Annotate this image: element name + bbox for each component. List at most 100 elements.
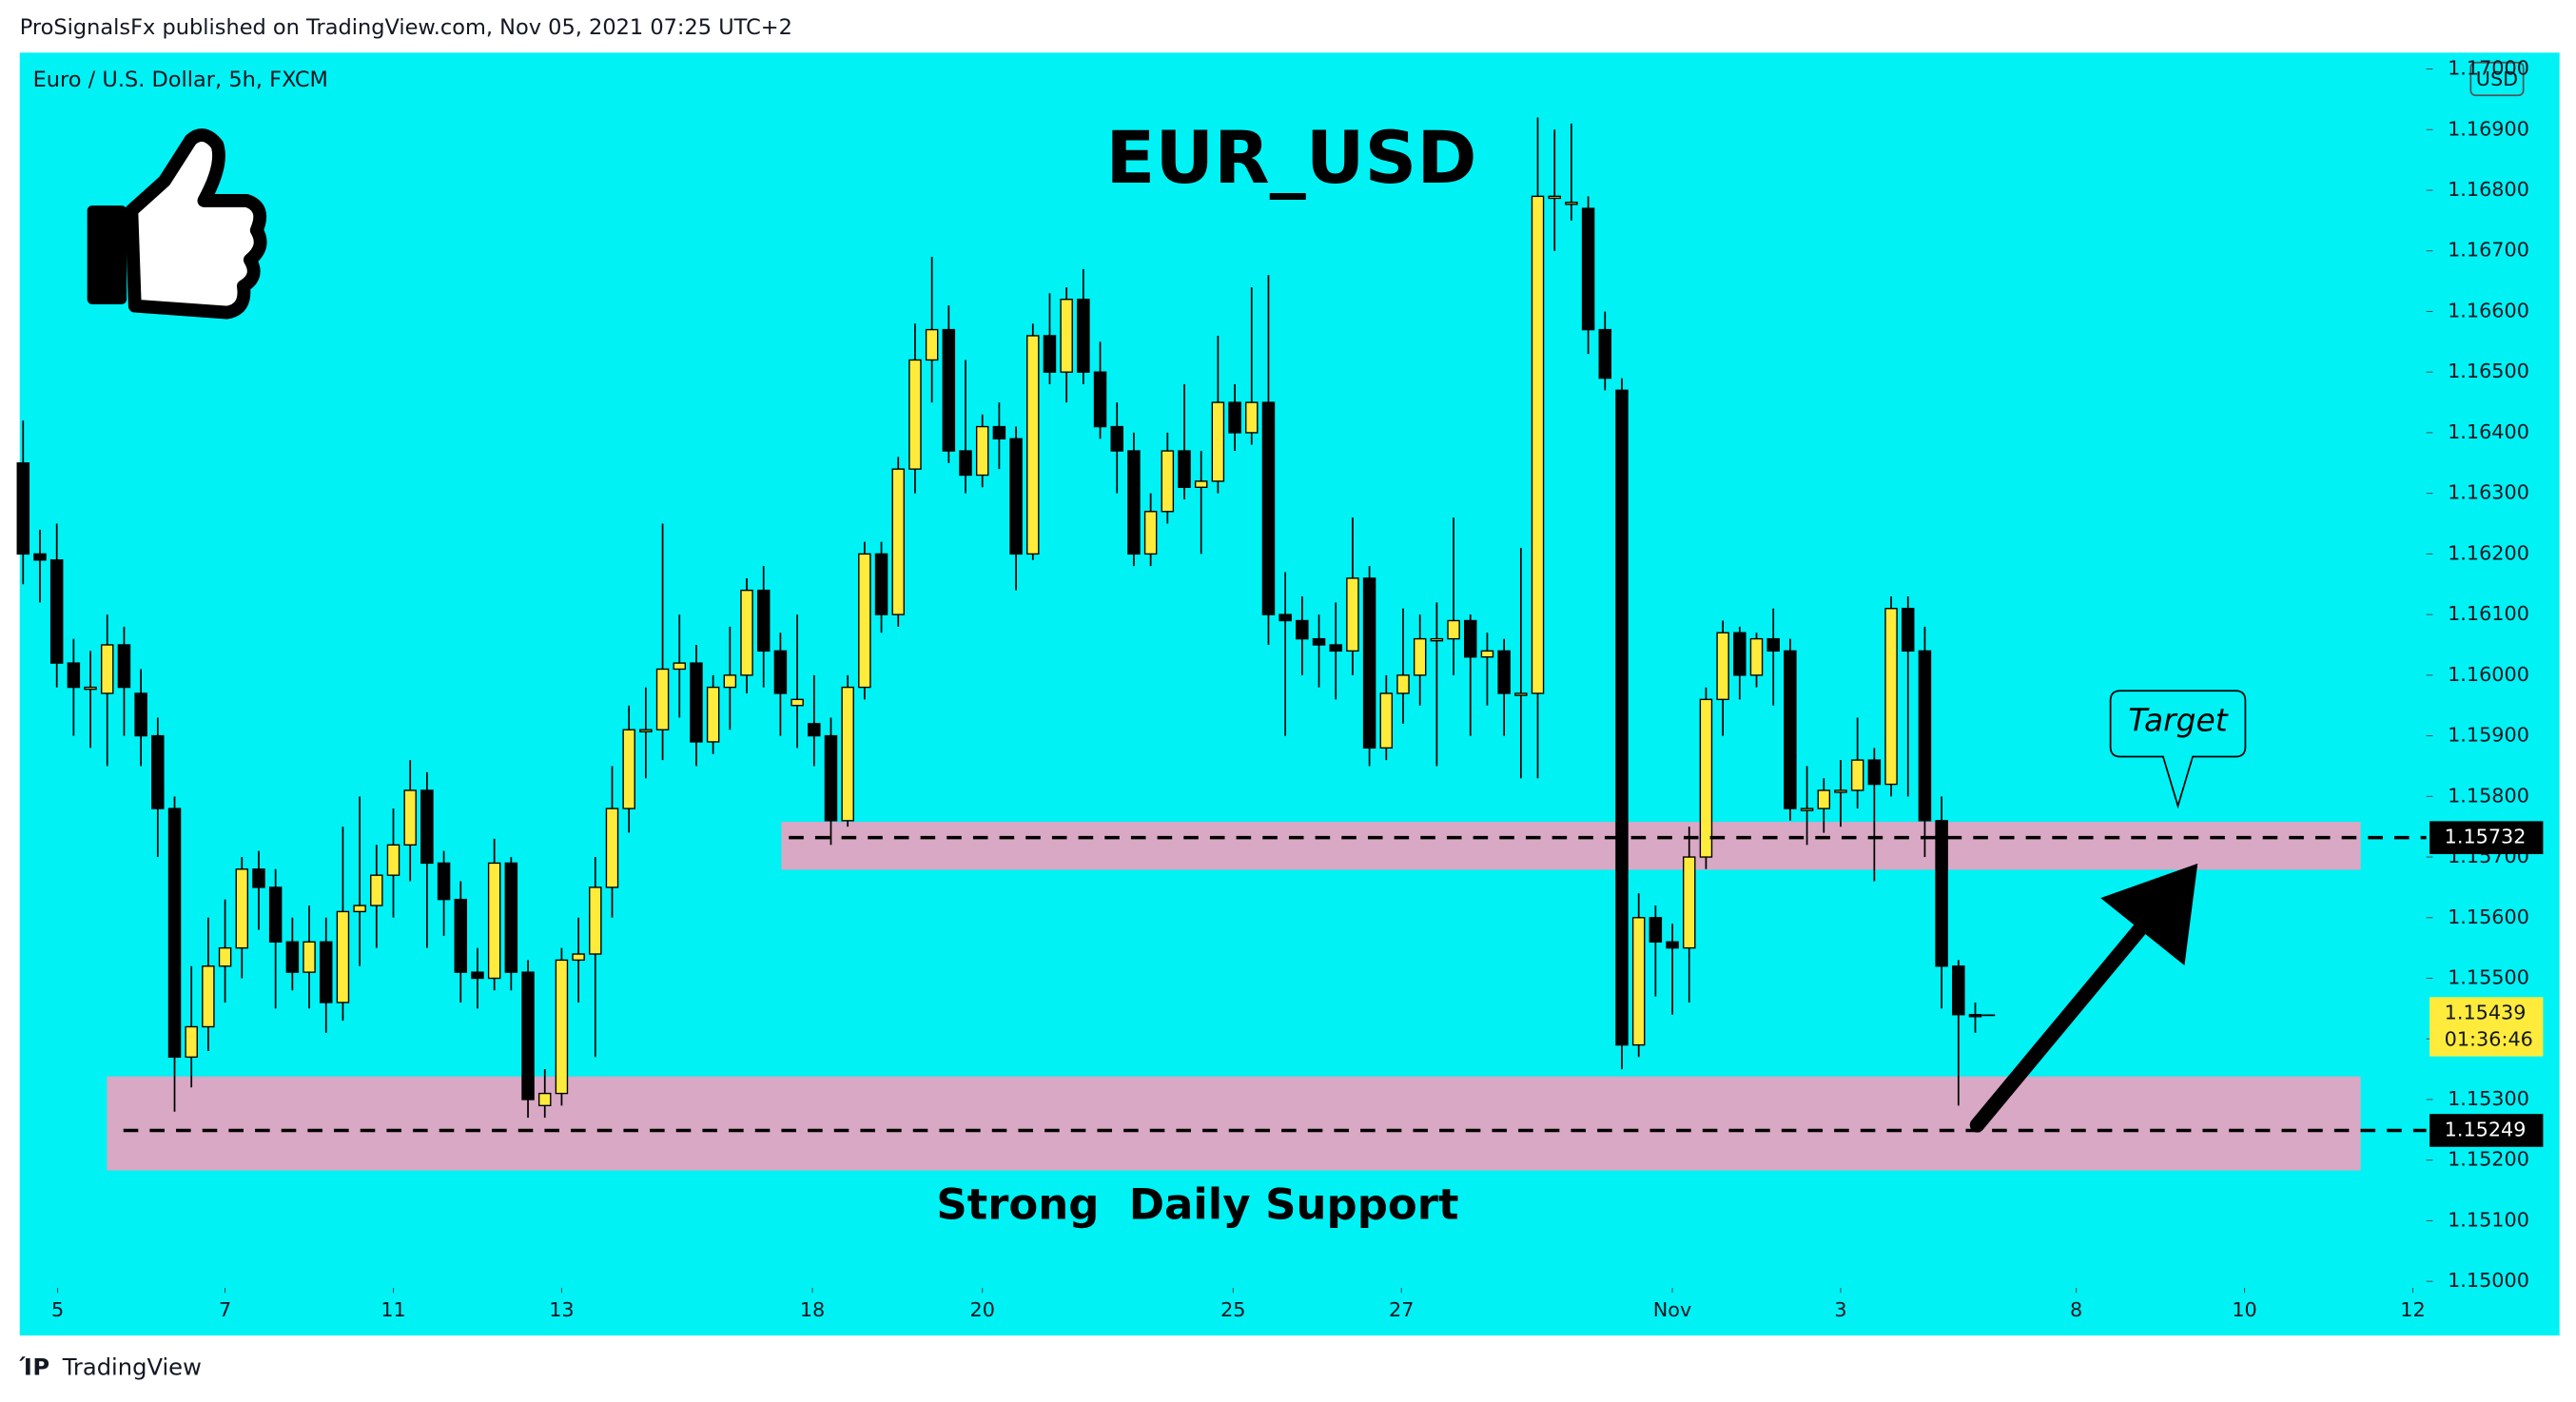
symbol: Euro / U.S. Dollar, 5h, FXCM — [33, 68, 328, 92]
x-tick-label: 3 — [1834, 1298, 1846, 1321]
candle-body — [101, 644, 114, 694]
x-tick-label: 12 — [2400, 1298, 2425, 1321]
candle-body — [1430, 637, 1444, 642]
level-label-bg — [2430, 1114, 2544, 1147]
candle-body — [555, 959, 569, 1095]
candle-body — [1060, 299, 1073, 373]
candle-body — [117, 644, 131, 689]
candle-body — [504, 862, 518, 973]
candle-body — [1716, 632, 1729, 701]
x-tick-label: 13 — [549, 1298, 574, 1321]
candle-body — [1935, 820, 1948, 967]
y-tick-label: 1.17000 — [2448, 57, 2529, 80]
y-tick-label: 1.15300 — [2448, 1087, 2529, 1110]
footer-logo: ΊΡ — [19, 1354, 49, 1381]
candle-body — [858, 553, 871, 689]
candle-body — [1245, 401, 1259, 434]
candle-body — [202, 965, 215, 1028]
footer: TradingView — [62, 1354, 202, 1381]
y-tick-label: 1.16900 — [2448, 117, 2529, 140]
candle-body — [1581, 207, 1595, 331]
candle-body — [1127, 450, 1141, 555]
candle-body — [1850, 759, 1864, 791]
candle-body — [1615, 389, 1629, 1046]
candle-body — [420, 789, 434, 865]
candle-body — [1952, 965, 1965, 1016]
candle-body — [723, 674, 737, 689]
y-tick-label: 1.15600 — [2448, 905, 2529, 928]
candle-body — [1296, 619, 1309, 640]
candle-body — [403, 789, 417, 846]
candle-body — [302, 941, 316, 973]
candle-body — [1514, 692, 1528, 696]
y-tick-label: 1.16000 — [2448, 663, 2529, 686]
candle-body — [84, 686, 97, 691]
candle-body — [437, 862, 451, 901]
candle-body — [33, 553, 47, 561]
candle-body — [1884, 608, 1898, 786]
candle-body — [370, 874, 383, 906]
candle-body — [1901, 608, 1915, 652]
y-tick-label: 1.16800 — [2448, 178, 2529, 201]
target-callout: Target — [2109, 690, 2247, 809]
target-label: Target — [2128, 703, 2228, 739]
candle-body — [673, 662, 687, 671]
y-tick-label: 1.15800 — [2448, 784, 2529, 807]
candle-body — [706, 686, 720, 743]
y-tick-label: 1.15200 — [2448, 1148, 2529, 1171]
y-tick-label: 1.16200 — [2448, 541, 2529, 564]
candle-body — [690, 662, 703, 743]
candle-body — [1649, 917, 1663, 943]
candle-body — [589, 886, 602, 955]
candle-body — [1749, 637, 1764, 676]
x-tick-label: 8 — [2070, 1298, 2082, 1321]
candle-body — [319, 941, 333, 1003]
y-tick-label: 1.16500 — [2448, 360, 2529, 382]
arrow — [1969, 863, 2198, 1133]
candle-body — [1143, 511, 1158, 555]
currency: USD — [2476, 68, 2518, 90]
candle-body — [1093, 371, 1107, 428]
candle-body — [1110, 425, 1123, 452]
candle-body — [1867, 759, 1882, 786]
candle-body — [975, 425, 989, 477]
candle-body — [16, 462, 30, 555]
level-label: 1.15732 — [2445, 826, 2527, 848]
candle-body — [49, 559, 64, 664]
candle-body — [167, 808, 182, 1059]
candle-body — [252, 868, 265, 888]
y-tick-label: 1.15900 — [2448, 724, 2529, 747]
candle-body — [1733, 632, 1747, 676]
candle-body — [1413, 637, 1427, 676]
candle-body — [1278, 613, 1292, 622]
candle-body — [1161, 450, 1175, 513]
candle-body — [756, 589, 771, 652]
candle-body — [622, 729, 635, 809]
candle-body — [1817, 789, 1831, 809]
candle-body — [1447, 619, 1460, 640]
candle-body — [1699, 698, 1713, 858]
candle-body — [1480, 650, 1494, 658]
candle-body — [1312, 637, 1326, 646]
candle-body — [1784, 650, 1797, 809]
header: ProSignalsFx published on TradingView.co… — [20, 15, 792, 40]
candle-body — [824, 734, 838, 822]
x-tick-label: Nov — [1653, 1298, 1692, 1321]
candle-body — [1766, 637, 1780, 652]
x-tick-label: 27 — [1389, 1298, 1414, 1321]
candle-body — [1396, 674, 1410, 694]
candle-body — [1464, 619, 1477, 658]
candle-body — [268, 886, 283, 943]
candle-body — [537, 1092, 552, 1107]
candle-body — [1598, 328, 1612, 380]
zone — [781, 822, 2361, 870]
candle-body — [1666, 941, 1679, 949]
candle-body — [992, 425, 1006, 439]
x-tick-label: 11 — [381, 1298, 405, 1321]
candle-body — [1968, 1014, 1982, 1018]
chart-title: EUR_USD — [1105, 115, 1476, 200]
last-price-bg — [2430, 997, 2544, 1057]
candle-body — [1009, 438, 1023, 555]
countdown: 01:36:46 — [2445, 1027, 2533, 1050]
candle-body — [1194, 480, 1208, 488]
